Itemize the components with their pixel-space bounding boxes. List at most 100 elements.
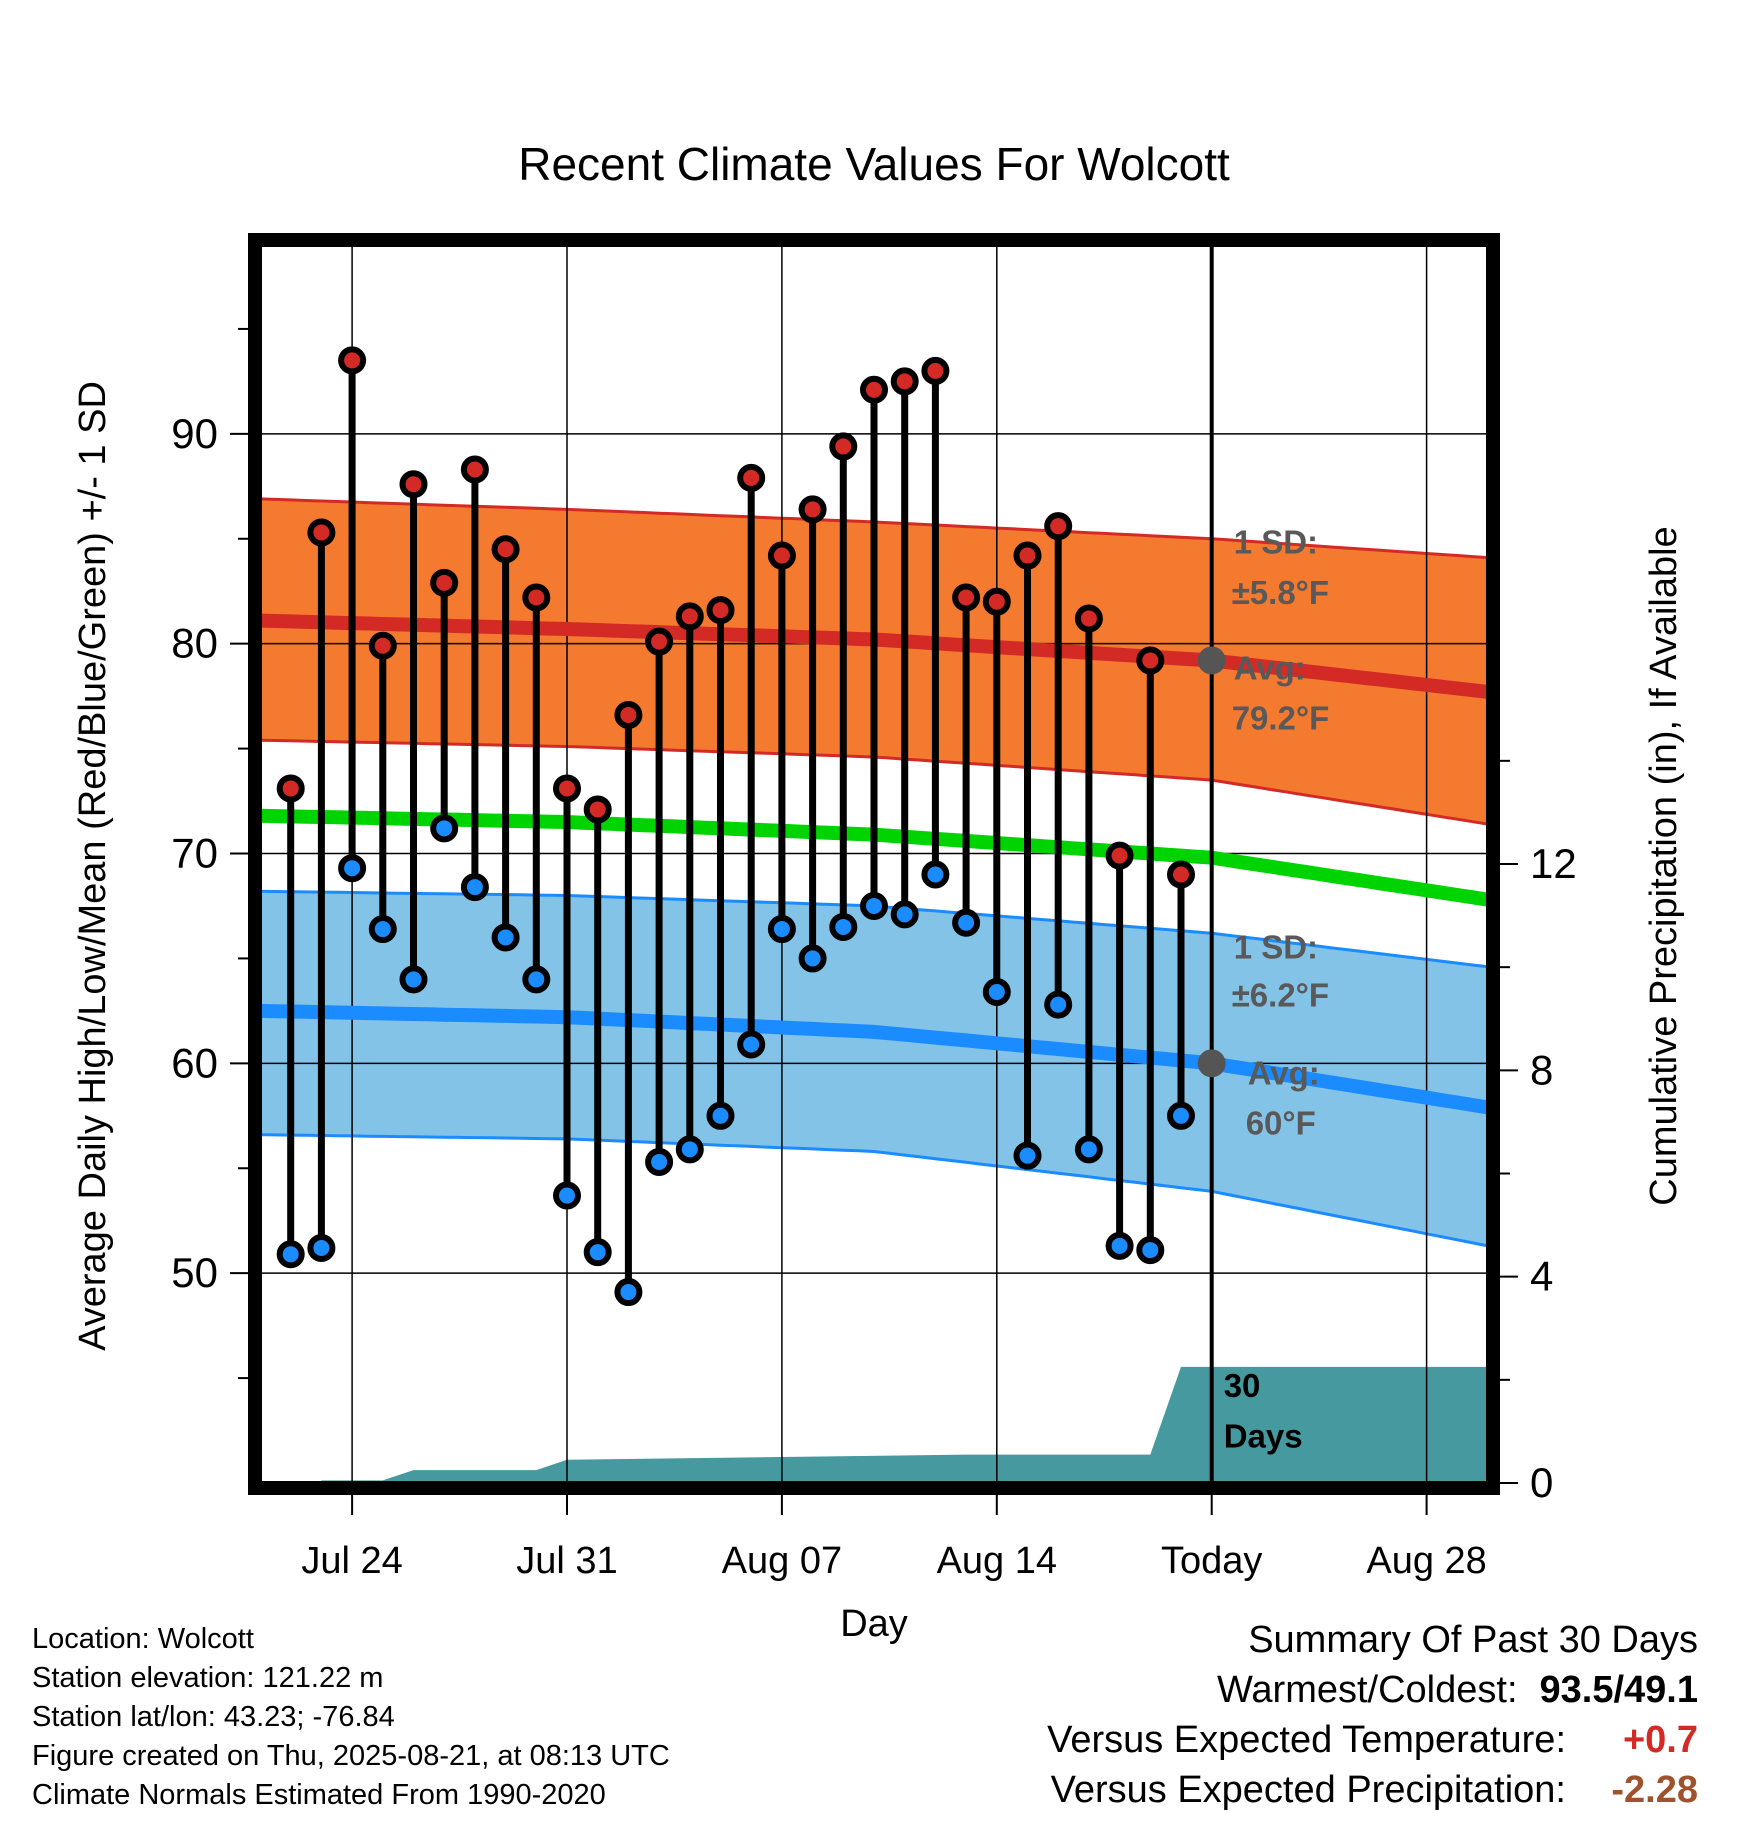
daily-low-point: [921, 860, 950, 889]
summary-panel: Summary Of Past 30 Days Warmest/Coldest:…: [1047, 1615, 1698, 1815]
latlon-text: Station lat/lon: 43.23; -76.84: [32, 1701, 395, 1733]
daily-high-point: [553, 774, 581, 803]
daily-high-point: [1136, 646, 1165, 675]
x-tick-label: Aug 28: [1366, 1540, 1486, 1582]
daily-low-point: [860, 891, 888, 920]
daily-high-point: [276, 774, 305, 803]
daily-high-point: [1167, 860, 1195, 889]
daily-high-point: [952, 583, 981, 612]
x-tick-label: Aug 07: [722, 1540, 842, 1582]
daily-high-point: [491, 535, 520, 564]
daily-low-point: [522, 965, 551, 994]
daily-high-point: [1044, 512, 1073, 541]
low-avg-line: [260, 1003, 1488, 1115]
low-sd-label: 1 SD:: [1234, 928, 1318, 965]
daily-high-point: [338, 346, 367, 375]
high-sd-value: ±5.8°F: [1232, 574, 1329, 611]
x-tick-label: Jul 31: [516, 1540, 617, 1582]
daily-low-point: [491, 923, 520, 952]
elevation-text: Station elevation: 121.22 m: [32, 1662, 384, 1694]
daily-low-point: [829, 912, 858, 941]
daily-low-point: [368, 915, 397, 944]
daily-low-point: [767, 915, 796, 944]
y-tick-label: 50: [171, 1249, 218, 1296]
daily-high-point: [430, 568, 459, 597]
x-tick-label: Jul 24: [301, 1540, 402, 1582]
summary-precip-row: Versus Expected Precipitation: -2.28: [1047, 1765, 1698, 1815]
days-label-text: Days: [1224, 1417, 1303, 1454]
y2-axis-label: Cumulative Precipitation (in), If Availa…: [1643, 526, 1685, 1205]
daily-high-point: [767, 541, 796, 570]
y-tick-label: 90: [171, 410, 218, 457]
daily-low-point: [1013, 1141, 1042, 1170]
y2-tick-label: 4: [1530, 1253, 1553, 1300]
days-label-number: 30: [1224, 1367, 1261, 1404]
daily-low-point: [583, 1238, 612, 1267]
daily-low-point: [553, 1181, 581, 1210]
normals-text: Climate Normals Estimated From 1990-2020: [32, 1779, 606, 1811]
daily-high-point: [399, 470, 428, 499]
low-minus-sd-line: [260, 1133, 1488, 1248]
daily-low-point: [276, 1240, 305, 1269]
x-tick-label: Aug 14: [937, 1540, 1057, 1582]
daily-high-point: [307, 518, 336, 547]
daily-high-point: [737, 463, 766, 492]
summary-warm-cold-row: Warmest/Coldest: 93.5/49.1: [1047, 1665, 1698, 1715]
daily-low-point: [737, 1030, 766, 1059]
precip-value: -2.28: [1611, 1769, 1698, 1811]
daily-high-point: [706, 596, 735, 625]
x-tick-label: Today: [1161, 1540, 1262, 1582]
warm-cold-value: 93.5/49.1: [1539, 1669, 1698, 1711]
temp-label: Versus Expected Temperature:: [1047, 1719, 1566, 1761]
daily-low-point: [706, 1101, 735, 1130]
high-avg-label: Avg:: [1234, 649, 1306, 686]
daily-low-point: [338, 854, 367, 883]
daily-low-point: [460, 873, 489, 902]
station-info: Location: Wolcott Station elevation: 121…: [32, 1620, 670, 1815]
precip-area: [260, 1366, 1488, 1483]
daily-low-point: [399, 965, 428, 994]
created-text: Figure created on Thu, 2025-08-21, at 08…: [32, 1740, 670, 1772]
daily-high-point: [1074, 604, 1103, 633]
daily-high-point: [522, 583, 551, 612]
summary-temp-row: Versus Expected Temperature: +0.7: [1047, 1715, 1698, 1765]
today-low-avg-marker: [1197, 1049, 1226, 1078]
low-avg-label: Avg:: [1248, 1054, 1320, 1091]
daily-low-point: [890, 900, 919, 929]
daily-low-point: [1136, 1236, 1165, 1265]
y2-tick-label: 8: [1530, 1046, 1553, 1093]
chart-title: Recent Climate Values For Wolcott: [518, 138, 1230, 190]
plot-inner: 1 SD: ±5.8°F Avg: 79.2°F 1 SD: ±6.2°F Avg: 60°F…: [260, 245, 1488, 1483]
daily-low-point: [982, 977, 1011, 1006]
warm-cold-label: Warmest/Coldest:: [1216, 1669, 1518, 1711]
daily-low-point: [1074, 1135, 1103, 1164]
daily-high-point: [460, 455, 489, 484]
daily-low-point: [952, 908, 981, 937]
y-tick-label: 70: [171, 830, 218, 877]
precip-label: Versus Expected Precipitation:: [1050, 1769, 1566, 1811]
daily-high-point: [982, 587, 1011, 616]
daily-high-point: [798, 495, 827, 524]
daily-low-point: [307, 1233, 336, 1262]
y-tick-label: 80: [171, 620, 218, 667]
daily-low-point: [430, 814, 459, 843]
daily-high-point: [675, 602, 704, 631]
plot-area: 1 SD: ±5.8°F Avg: 79.2°F 1 SD: ±6.2°F Avg: 60°F…: [171, 233, 1577, 1582]
high-avg-value: 79.2°F: [1232, 700, 1330, 737]
y2-tick-label: 0: [1530, 1459, 1553, 1506]
daily-low-point: [798, 944, 827, 973]
temp-value: +0.7: [1622, 1719, 1698, 1761]
y-axis-label: Average Daily High/Low/Mean (Red/Blue/Gr…: [72, 381, 114, 1351]
daily-low-point: [645, 1147, 674, 1176]
daily-low-point: [1167, 1101, 1195, 1130]
daily-low-point: [1105, 1231, 1134, 1260]
daily-high-point: [645, 627, 674, 656]
y2-tick-label: 12: [1530, 840, 1577, 887]
daily-high-point: [368, 631, 397, 660]
summary-heading: Summary Of Past 30 Days: [1248, 1619, 1698, 1661]
daily-high-point: [829, 432, 858, 461]
daily-high-point: [860, 375, 888, 404]
plot-frame: [248, 233, 1500, 1495]
daily-high-point: [1013, 541, 1042, 570]
